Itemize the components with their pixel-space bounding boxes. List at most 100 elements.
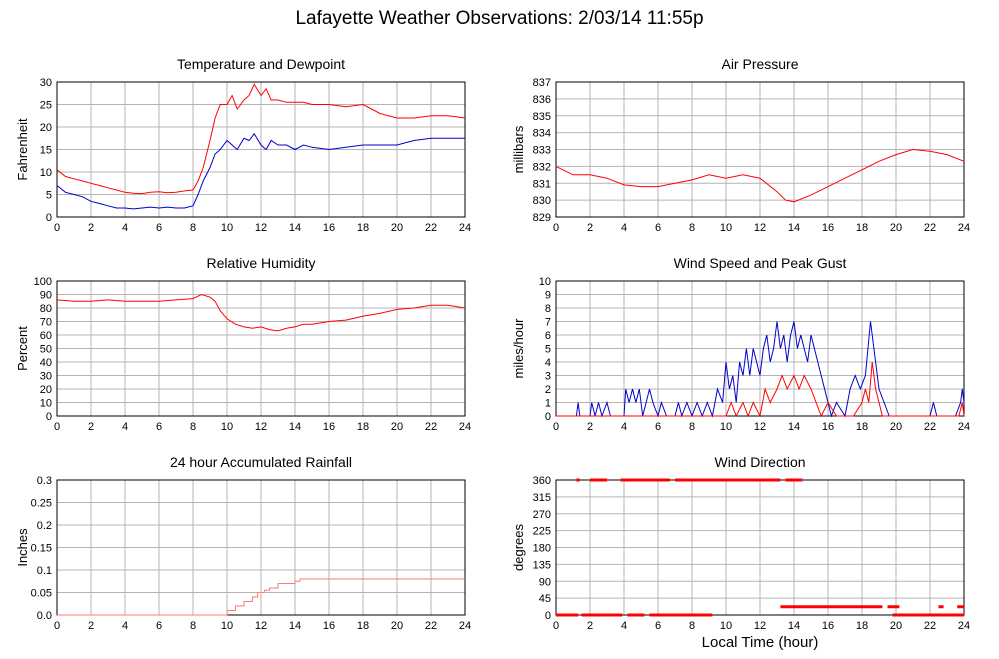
x-tick-label: 22 xyxy=(425,222,437,234)
series-line-red xyxy=(56,83,466,195)
y-tick-label: 0.0 xyxy=(37,610,52,622)
x-tick-label: 22 xyxy=(924,421,936,433)
y-tick-label: 90 xyxy=(40,290,52,302)
y-tick-label: 0 xyxy=(545,411,551,423)
y-tick-label: 6 xyxy=(545,330,551,342)
x-tick-label: 14 xyxy=(289,222,301,234)
x-tick-label: 24 xyxy=(958,620,970,632)
x-tick-label: 6 xyxy=(156,421,162,433)
x-tick-label: 2 xyxy=(587,222,593,234)
y-tick-label: 50 xyxy=(40,344,52,356)
x-tick-label: 14 xyxy=(788,421,800,433)
y-tick-label: 834 xyxy=(533,128,551,140)
y-tick-label: 315 xyxy=(533,492,551,504)
x-tick-label: 6 xyxy=(156,222,162,234)
y-tick-label: 0 xyxy=(46,212,52,224)
x-tick-label: 18 xyxy=(856,222,868,234)
x-tick-label: 14 xyxy=(788,222,800,234)
y-tick-label: 225 xyxy=(533,526,551,538)
y-tick-label: 25 xyxy=(40,100,52,112)
chart-title: Air Pressure xyxy=(721,56,798,72)
y-tick-label: 9 xyxy=(545,290,551,302)
x-tick-label: 4 xyxy=(122,222,128,234)
x-axis-label: Local Time (hour) xyxy=(701,634,819,651)
chart-direction: 0 2 4 6 8 10 12 14 16 18 20 22 240459013518022527031… xyxy=(511,454,970,632)
series-line-pink xyxy=(57,578,465,616)
x-tick-label: 20 xyxy=(890,620,902,632)
x-tick-label: 12 xyxy=(754,421,766,433)
x-tick-label: 8 xyxy=(689,620,695,632)
y-tick-label: 830 xyxy=(533,195,551,207)
x-tick-label: 0 xyxy=(553,421,559,433)
y-tick-label: 90 xyxy=(539,576,551,588)
y-tick-label: 100 xyxy=(34,276,52,288)
y-tick-label: 15 xyxy=(40,145,52,157)
series-line-red xyxy=(556,361,965,418)
x-tick-label: 0 xyxy=(54,620,60,632)
y-tick-label: 180 xyxy=(533,543,551,555)
y-tick-label: 40 xyxy=(40,357,52,369)
plot-frame xyxy=(56,479,466,616)
x-tick-label: 2 xyxy=(587,421,593,433)
series-line-red xyxy=(56,293,466,332)
x-tick-label: 12 xyxy=(754,620,766,632)
y-tick-label: 20 xyxy=(40,384,52,396)
x-tick-label: 10 xyxy=(720,222,732,234)
y-tick-label: 0.05 xyxy=(31,588,52,600)
y-tick-label: 80 xyxy=(40,303,52,315)
x-tick-label: 8 xyxy=(689,421,695,433)
x-tick-label: 24 xyxy=(459,620,471,632)
y-tick-label: 0 xyxy=(545,610,551,622)
series-line-red xyxy=(555,148,965,203)
y-tick-label: 0.15 xyxy=(31,543,52,555)
y-tick-label: 10 xyxy=(539,276,551,288)
y-tick-label: 30 xyxy=(40,77,52,89)
y-tick-label: 45 xyxy=(539,593,551,605)
x-tick-label: 10 xyxy=(221,222,233,234)
y-tick-label: 837 xyxy=(533,77,551,89)
y-tick-label: 10 xyxy=(40,398,52,410)
y-tick-label: 5 xyxy=(46,190,52,202)
chart-title: Temperature and Dewpoint xyxy=(177,56,345,72)
chart-rain: 0 2 4 6 8 10 12 14 16 18 20 22 240.00.050.10.150.20.… xyxy=(15,454,471,632)
y-tick-label: 829 xyxy=(533,212,551,224)
x-tick-label: 22 xyxy=(425,421,437,433)
x-tick-label: 16 xyxy=(323,222,335,234)
x-tick-label: 4 xyxy=(621,620,627,632)
x-tick-label: 10 xyxy=(221,421,233,433)
y-tick-label: 836 xyxy=(533,94,551,106)
y-tick-label: 835 xyxy=(533,111,551,123)
y-tick-label: 270 xyxy=(533,509,551,521)
x-tick-label: 0 xyxy=(54,222,60,234)
x-tick-label: 10 xyxy=(720,421,732,433)
x-tick-label: 16 xyxy=(323,620,335,632)
x-tick-label: 4 xyxy=(621,421,627,433)
x-tick-label: 4 xyxy=(122,620,128,632)
x-tick-label: 2 xyxy=(88,620,94,632)
y-tick-label: 60 xyxy=(40,330,52,342)
x-tick-label: 2 xyxy=(88,421,94,433)
chart-title: Wind Direction xyxy=(714,454,805,470)
y-tick-label: 0.1 xyxy=(37,565,52,577)
x-tick-label: 20 xyxy=(391,421,403,433)
x-tick-label: 4 xyxy=(621,222,627,234)
x-tick-label: 6 xyxy=(655,421,661,433)
y-tick-label: 2 xyxy=(545,384,551,396)
x-tick-label: 2 xyxy=(88,222,94,234)
x-tick-label: 18 xyxy=(357,421,369,433)
x-tick-label: 16 xyxy=(822,620,834,632)
x-tick-label: 14 xyxy=(289,620,301,632)
x-tick-label: 2 xyxy=(587,620,593,632)
y-tick-label: 1 xyxy=(545,398,551,410)
y-axis-label: Fahrenheit xyxy=(15,118,30,181)
y-axis-label: millibars xyxy=(511,125,526,173)
y-tick-label: 70 xyxy=(40,317,52,329)
x-tick-label: 12 xyxy=(255,620,267,632)
y-axis-label: degrees xyxy=(511,524,526,571)
series-line-blue xyxy=(56,132,465,210)
y-axis-label: miles/hour xyxy=(511,318,526,379)
plot-frame xyxy=(56,81,466,218)
y-tick-label: 8 xyxy=(545,303,551,315)
x-tick-label: 8 xyxy=(190,620,196,632)
y-axis-label: Percent xyxy=(15,326,30,371)
